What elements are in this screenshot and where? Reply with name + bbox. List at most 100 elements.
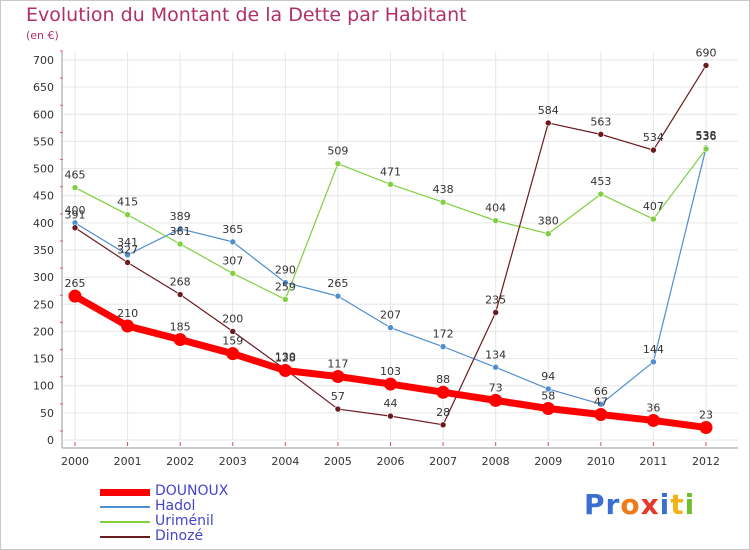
data-point [334,292,342,300]
brand-letter: t [670,488,685,521]
data-point [492,217,499,224]
data-label: 57 [331,390,345,403]
data-point [492,309,499,316]
grid [62,52,738,441]
x-tick-label: 2007 [429,455,457,468]
data-point [229,238,237,246]
data-point [597,190,605,198]
data-point [176,291,184,298]
data-point [544,119,552,127]
data-label: 73 [489,381,503,394]
data-label: 471 [380,165,401,178]
data-label: 94 [541,370,555,383]
data-label: 341 [117,236,138,249]
legend-label: Hadol [155,498,196,514]
data-point [594,407,608,421]
data-label: 536 [696,130,717,143]
y-tick-label: 100 [33,380,54,393]
brand-logo: Proxiti [584,488,695,521]
data-label: 265 [327,277,348,290]
data-point [124,211,131,219]
data-label: 265 [65,277,86,290]
legend-item: Dinozé [100,528,360,544]
y-tick-label: 650 [33,81,54,94]
data-point [650,215,657,223]
y-tick-label: 150 [33,353,54,366]
data-point [387,324,394,331]
data-label: 400 [65,204,86,217]
data-label: 361 [170,225,191,238]
x-tick-label: 2008 [482,455,510,468]
y-tick-label: 250 [33,298,54,311]
data-point [650,358,657,366]
x-tick-label: 2005 [324,455,352,468]
y-tick-label: 450 [33,190,54,203]
data-label: 103 [380,365,401,378]
data-point [173,333,187,347]
x-tick-label: 2000 [61,455,89,468]
data-point [229,328,237,335]
data-label: 44 [384,397,398,410]
data-label: 130 [275,350,296,363]
y-tick-label: 0 [47,434,54,447]
data-point [384,377,397,391]
data-label: 88 [436,373,450,386]
brand-letter: i [659,488,671,521]
data-point [439,198,447,206]
data-point [492,363,499,371]
data-point [646,413,660,427]
data-point [544,230,552,238]
data-point [544,385,552,393]
y-tick-label: 600 [33,108,54,121]
data-point [387,412,394,420]
data-label: 210 [117,307,138,320]
legend-label: DOUNOUX [155,483,229,499]
brand-letter: i [684,488,696,521]
x-tick-label: 2006 [377,455,405,468]
data-point [68,289,82,303]
data-point [439,421,447,429]
data-point [702,62,710,69]
data-label: 58 [541,390,555,403]
data-point [699,421,713,435]
brand-letter: r [605,488,621,521]
legend-item: Hadol [100,498,360,514]
data-label: 465 [65,169,86,182]
data-label: 36 [646,401,660,414]
legend-item: DOUNOUX [100,483,360,499]
data-label: 453 [590,175,611,188]
data-label: 307 [222,254,243,267]
legend-item: Uriménil [100,513,360,529]
data-point [334,405,342,413]
brand-letter: x [640,488,660,521]
data-label: 200 [222,312,243,325]
data-point [541,402,555,416]
data-point [226,347,240,361]
chart-subtitle: (en €) [26,29,59,42]
data-point [176,240,184,248]
data-point [436,385,450,399]
data-point [439,343,447,350]
series-lines [68,62,713,435]
data-label: 268 [170,276,191,289]
legend-swatch [100,488,150,496]
data-label: 128 [275,352,296,365]
data-label: 365 [222,223,243,236]
data-point [124,251,131,259]
data-point [121,319,135,333]
data-label: 28 [436,406,450,419]
data-point [278,364,292,378]
data-point [650,146,657,154]
chart-title: Evolution du Montant de la Dette par Hab… [26,4,467,26]
y-tick-label: 300 [33,271,54,284]
legend-swatch [100,521,150,523]
x-tick-label: 2010 [587,455,615,468]
data-point [702,145,710,153]
data-label: 407 [643,200,664,213]
x-tick-label: 2009 [534,455,562,468]
data-point [334,160,342,167]
data-label: 538 [696,129,717,142]
data-point [489,393,503,407]
data-label: 534 [643,131,664,144]
